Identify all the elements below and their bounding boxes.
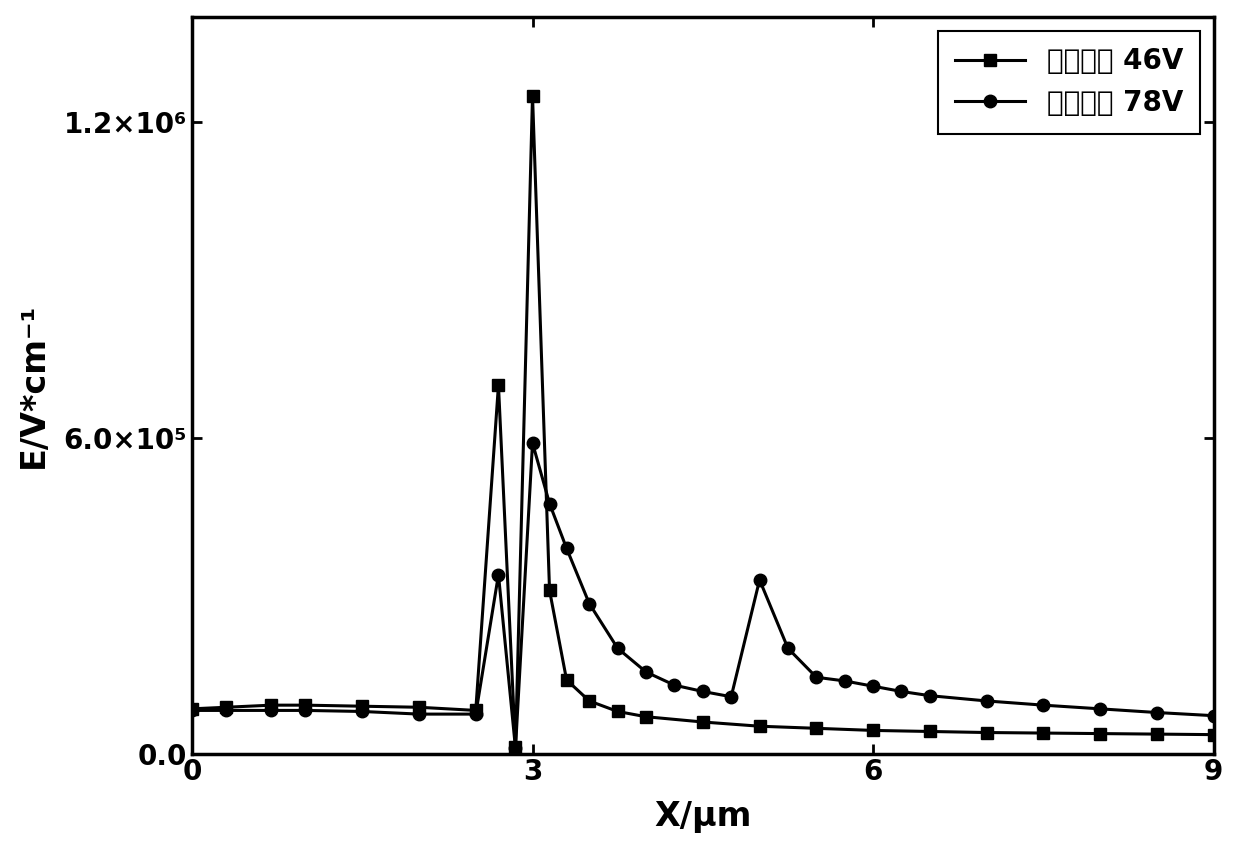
新型结构 78V xyxy=(525,438,539,448)
新型结构 78V xyxy=(264,706,279,716)
新型结构 78V xyxy=(667,680,682,690)
传统结构 46V xyxy=(1149,729,1164,740)
传统结构 46V xyxy=(508,742,523,752)
新型结构 78V xyxy=(469,709,484,719)
Line: 传统结构 46V: 传统结构 46V xyxy=(186,89,1220,753)
新型结构 78V xyxy=(218,706,233,716)
传统结构 46V xyxy=(525,90,539,100)
传统结构 46V xyxy=(412,702,427,712)
传统结构 46V xyxy=(980,728,994,738)
新型结构 78V xyxy=(355,706,370,717)
传统结构 46V xyxy=(264,700,279,711)
传统结构 46V xyxy=(1035,728,1050,738)
新型结构 78V xyxy=(639,667,653,677)
新型结构 78V xyxy=(753,575,768,585)
传统结构 46V xyxy=(582,696,596,706)
传统结构 46V xyxy=(696,717,711,727)
新型结构 78V xyxy=(696,686,711,696)
传统结构 46V xyxy=(1207,729,1221,740)
传统结构 46V xyxy=(923,727,937,737)
新型结构 78V xyxy=(894,686,909,696)
新型结构 78V xyxy=(185,706,200,716)
新型结构 78V xyxy=(808,672,823,683)
新型结构 78V xyxy=(866,681,880,691)
传统结构 46V xyxy=(808,723,823,734)
新型结构 78V xyxy=(610,643,625,654)
传统结构 46V xyxy=(185,704,200,714)
新型结构 78V xyxy=(1035,700,1050,711)
传统结构 46V xyxy=(298,700,312,711)
传统结构 46V xyxy=(218,702,233,712)
传统结构 46V xyxy=(753,721,768,731)
传统结构 46V xyxy=(469,706,484,716)
传统结构 46V xyxy=(559,675,574,685)
传统结构 46V xyxy=(491,380,506,390)
Legend: 传统结构 46V, 新型结构 78V: 传统结构 46V, 新型结构 78V xyxy=(939,31,1200,133)
传统结构 46V xyxy=(1092,728,1107,739)
新型结构 78V xyxy=(491,570,506,580)
传统结构 46V xyxy=(639,711,653,722)
新型结构 78V xyxy=(412,709,427,719)
新型结构 78V xyxy=(837,676,852,686)
新型结构 78V xyxy=(1149,707,1164,717)
新型结构 78V xyxy=(923,690,937,700)
传统结构 46V xyxy=(610,706,625,717)
新型结构 78V xyxy=(542,498,557,508)
新型结构 78V xyxy=(298,706,312,716)
新型结构 78V xyxy=(724,692,739,702)
传统结构 46V xyxy=(542,586,557,596)
Y-axis label: E/V*cm⁻¹: E/V*cm⁻¹ xyxy=(16,303,50,468)
传统结构 46V xyxy=(355,701,370,711)
新型结构 78V xyxy=(582,598,596,609)
新型结构 78V xyxy=(780,643,795,654)
传统结构 46V xyxy=(866,725,880,735)
新型结构 78V xyxy=(980,696,994,706)
新型结构 78V xyxy=(1092,704,1107,714)
新型结构 78V xyxy=(1207,711,1221,721)
新型结构 78V xyxy=(508,743,523,753)
新型结构 78V xyxy=(559,543,574,553)
Line: 新型结构 78V: 新型结构 78V xyxy=(186,437,1220,755)
X-axis label: X/μm: X/μm xyxy=(655,801,751,833)
